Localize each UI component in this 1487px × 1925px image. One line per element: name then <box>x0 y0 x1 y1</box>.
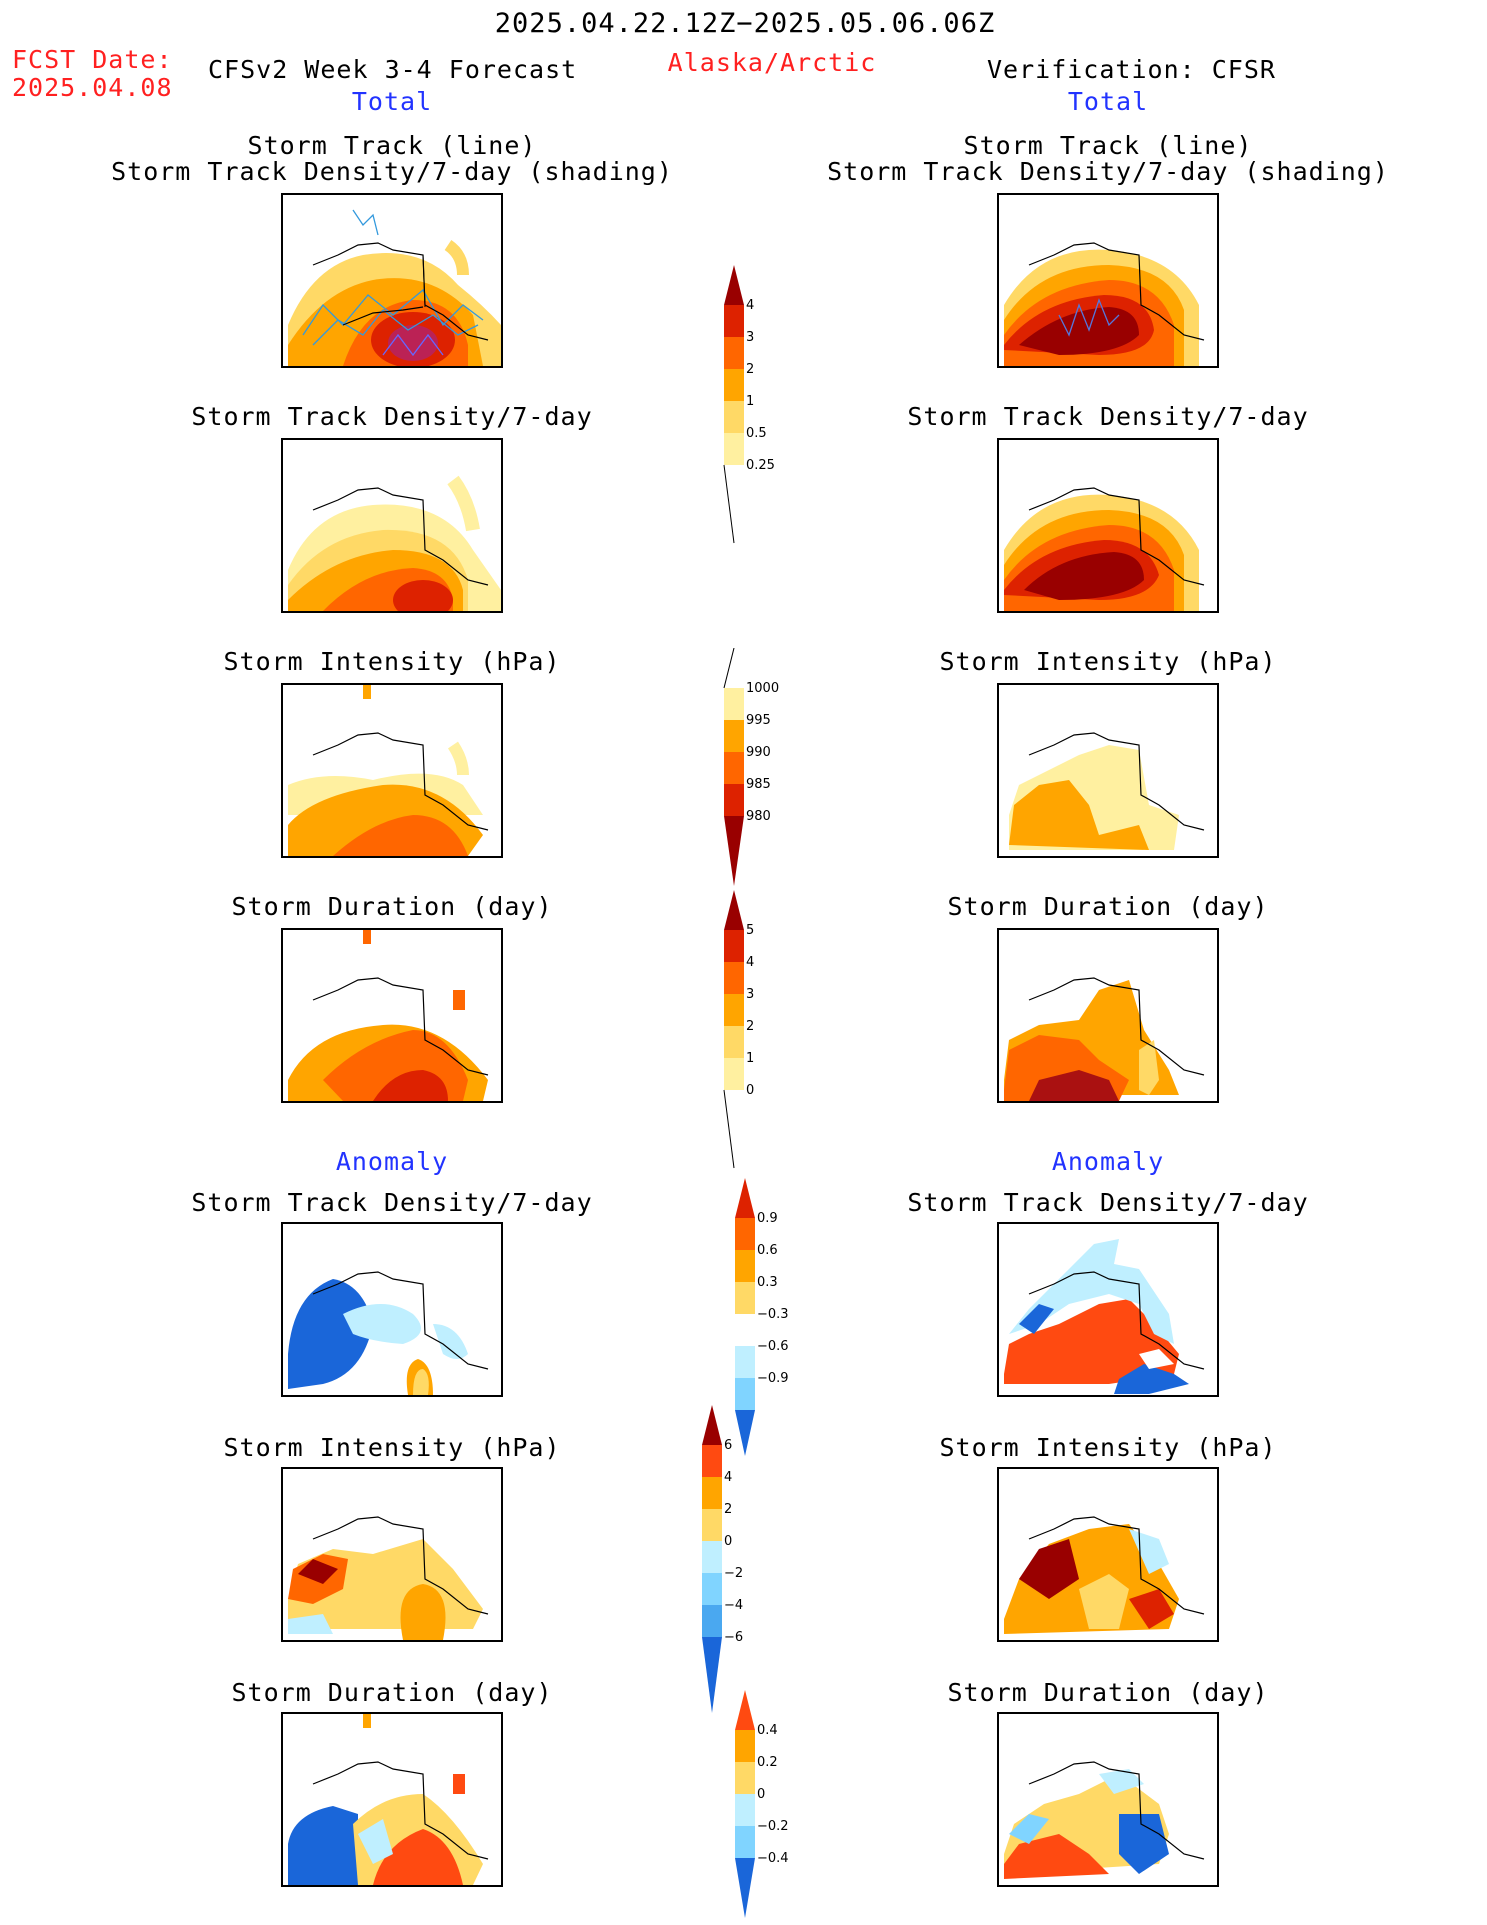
map-forecast-intensity-anomaly <box>281 1467 503 1642</box>
total-label-right: Total <box>1067 87 1149 116</box>
panel-title: Storm Track Density/7-day (shading) <box>827 157 1389 186</box>
map-forecast-intensity <box>281 683 503 858</box>
panel-title: Storm Duration (day) <box>947 1678 1269 1707</box>
colorbar-density-total: 4 3 2 1 0.5 0.25 <box>722 265 812 545</box>
map-verification-track <box>997 193 1219 368</box>
colorbar-tick: −2 <box>724 1566 744 1581</box>
fcst-date-value: 2025.04.08 <box>12 73 173 102</box>
colorbar-tick: 0 <box>724 1534 733 1549</box>
map-forecast-density <box>281 438 503 613</box>
map-verification-duration <box>997 928 1219 1103</box>
anomaly-label-left: Anomaly <box>335 1147 449 1176</box>
panel-title: Storm Duration (day) <box>231 892 553 921</box>
date-range-title: 2025.04.22.12Z−2025.05.06.06Z <box>494 8 996 39</box>
colorbar-tick: 980 <box>746 809 771 824</box>
colorbar-tick: 1 <box>746 1051 755 1066</box>
colorbar-tick: −0.2 <box>757 1819 789 1834</box>
fcst-date-label: FCST Date: <box>12 45 173 74</box>
panel-title: Storm Track (line) <box>247 131 537 160</box>
colorbar-tick: 1000 <box>746 681 780 696</box>
map-verification-intensity-anomaly <box>997 1467 1219 1642</box>
colorbar-tick: 995 <box>746 713 771 728</box>
colorbar-tick: 4 <box>724 1470 733 1485</box>
colorbar-tick: 0 <box>746 1083 755 1098</box>
map-verification-intensity <box>997 683 1219 858</box>
colorbar-tick: 0.25 <box>746 458 775 473</box>
panel-title: Storm Track Density/7-day <box>907 402 1309 431</box>
panel-title: Storm Track Density/7-day <box>191 1188 593 1217</box>
map-forecast-duration <box>281 928 503 1103</box>
colorbar-tick: −0.4 <box>757 1851 789 1866</box>
panel-title: Storm Track Density/7-day <box>907 1188 1309 1217</box>
colorbar-tick: 4 <box>746 298 755 313</box>
colorbar-tick: 6 <box>724 1438 733 1453</box>
colorbar-tick: 990 <box>746 745 771 760</box>
panel-title: Storm Duration (day) <box>231 1678 553 1707</box>
colorbar-duration-anomaly: 0.4 0.2 0 −0.2 −0.4 <box>733 1690 823 1920</box>
panel-title: Storm Intensity (hPa) <box>939 647 1277 676</box>
colorbar-intensity-anomaly: 6 4 2 0 −2 −4 −6 <box>700 1405 790 1715</box>
colorbar-tick: −0.6 <box>757 1339 789 1354</box>
colorbar-tick: 4 <box>746 955 755 970</box>
panel-title: Storm Track Density/7-day <box>191 402 593 431</box>
colorbar-tick: 3 <box>746 330 755 345</box>
map-forecast-density-anomaly <box>281 1222 503 1397</box>
colorbar-tick: 0 <box>757 1787 766 1802</box>
colorbar-tick: −0.3 <box>757 1307 789 1322</box>
map-verification-density-anomaly <box>997 1222 1219 1397</box>
colorbar-tick: 2 <box>746 1019 755 1034</box>
map-verification-duration-anomaly <box>997 1712 1219 1887</box>
panel-title: Storm Intensity (hPa) <box>223 647 561 676</box>
panel-title: Storm Track (line) <box>963 131 1253 160</box>
region-title: Alaska/Arctic <box>667 48 877 77</box>
panel-title: Storm Intensity (hPa) <box>223 1433 561 1462</box>
forecast-title: CFSv2 Week 3-4 Forecast <box>208 55 578 84</box>
colorbar-tick: 3 <box>746 987 755 1002</box>
colorbar-tick: 0.3 <box>757 1275 778 1290</box>
colorbar-tick: 2 <box>724 1502 733 1517</box>
colorbar-tick: −6 <box>724 1630 744 1645</box>
panel-title: Storm Track Density/7-day (shading) <box>111 157 673 186</box>
colorbar-duration-total: 5 4 3 2 1 0 <box>722 890 812 1170</box>
colorbar-tick: 0.9 <box>757 1211 778 1226</box>
map-forecast-duration-anomaly <box>281 1712 503 1887</box>
colorbar-tick: −4 <box>724 1598 744 1613</box>
verification-title: Verification: CFSR <box>987 55 1276 84</box>
colorbar-tick: 0.2 <box>757 1755 778 1770</box>
colorbar-tick: 0.4 <box>757 1723 778 1738</box>
total-label-left: Total <box>351 87 433 116</box>
anomaly-label-right: Anomaly <box>1051 1147 1165 1176</box>
colorbar-tick: 0.5 <box>746 426 767 441</box>
colorbar-intensity-total: 1000 995 990 985 980 <box>722 648 812 888</box>
panel-title: Storm Intensity (hPa) <box>939 1433 1277 1462</box>
map-verification-density <box>997 438 1219 613</box>
colorbar-tick: 985 <box>746 777 771 792</box>
colorbar-tick: 5 <box>746 923 755 938</box>
colorbar-tick: 0.6 <box>757 1243 778 1258</box>
colorbar-density-anomaly: 0.9 0.6 0.3 −0.3 −0.6 −0.9 <box>733 1178 823 1458</box>
colorbar-tick: 1 <box>746 394 755 409</box>
panel-title: Storm Duration (day) <box>947 892 1269 921</box>
colorbar-tick: 2 <box>746 362 755 377</box>
colorbar-tick: −0.9 <box>757 1371 789 1386</box>
map-forecast-track <box>281 193 503 368</box>
